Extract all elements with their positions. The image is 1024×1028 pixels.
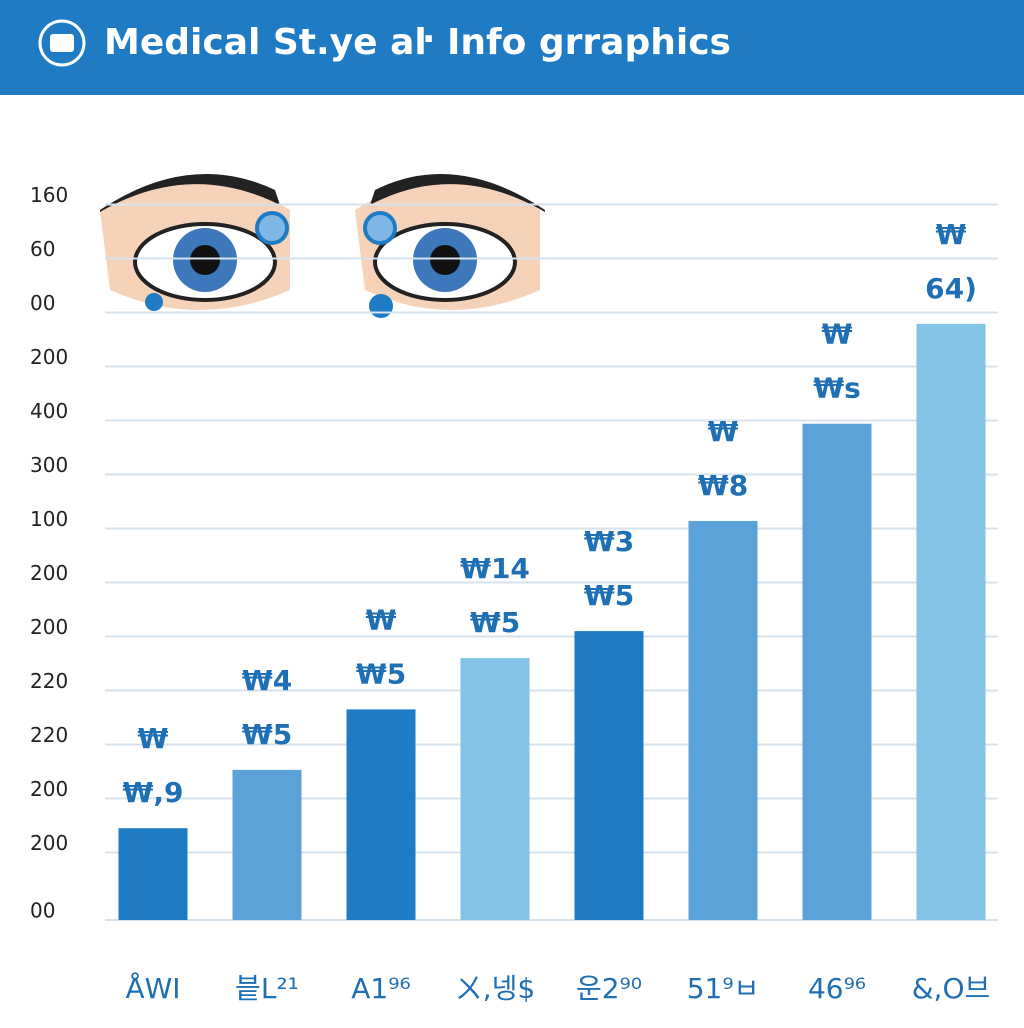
- annotation: ₩: [138, 722, 169, 755]
- y-tick-label: 200: [30, 777, 68, 801]
- annotation: ₩4: [242, 664, 292, 697]
- x-tick-label: 븥L²¹: [235, 972, 299, 1005]
- bar: [574, 631, 644, 920]
- y-tick-label: 220: [30, 669, 68, 693]
- annotation: ₩5: [242, 718, 292, 751]
- y-tick-label: 100: [30, 507, 68, 531]
- bar: [460, 658, 530, 920]
- x-tick-label: 운2⁹⁰: [576, 972, 642, 1005]
- x-tick-label: &,O브: [912, 972, 991, 1005]
- x-tick-label: A1⁹⁶: [351, 972, 410, 1005]
- y-tick-label: 300: [30, 453, 68, 477]
- annotation: ₩: [822, 318, 853, 351]
- y-tick-label: 00: [30, 899, 55, 923]
- bar: [346, 709, 416, 920]
- y-tick-label: 60: [30, 237, 55, 261]
- y-tick-label: 200: [30, 345, 68, 369]
- annotation: ₩5: [584, 579, 634, 612]
- y-tick-label: 200: [30, 615, 68, 639]
- eyes-illustration: [100, 174, 545, 318]
- annotation: ₩,9: [122, 776, 183, 809]
- x-tick-label: 51⁹ㅂ: [687, 972, 760, 1005]
- y-tick-label: 200: [30, 561, 68, 585]
- annotation: ₩5: [356, 657, 406, 690]
- x-tick-label: 46⁹⁶: [808, 972, 866, 1005]
- header-bar: [0, 0, 1024, 95]
- y-tick-label: 00: [30, 291, 55, 315]
- bar: [688, 520, 758, 920]
- annotation: 64): [925, 272, 977, 305]
- x-tick-label: ÅWI: [125, 971, 180, 1005]
- annotation: ₩8: [698, 469, 748, 502]
- y-tick-label: 400: [30, 399, 68, 423]
- bar: [232, 769, 302, 920]
- y-tick-label: 200: [30, 831, 68, 855]
- bar: [118, 828, 188, 920]
- header-icon: [38, 19, 86, 67]
- y-tick-label: 160: [30, 183, 68, 207]
- x-tick-label: ㄨ,넹$: [455, 972, 535, 1005]
- annotation: ₩: [366, 603, 397, 636]
- annotation: ₩: [936, 218, 967, 251]
- bar: [802, 423, 872, 920]
- annotation: ₩s: [813, 372, 861, 405]
- annotation: ₩14: [460, 552, 530, 585]
- annotation: ₩: [708, 415, 739, 448]
- bar: [916, 323, 986, 921]
- y-tick-label: 220: [30, 723, 68, 747]
- chart-title: Medical St.ye aŀ Info grraphics: [104, 22, 731, 63]
- annotation: ₩5: [470, 606, 520, 639]
- annotation: ₩3: [584, 525, 634, 558]
